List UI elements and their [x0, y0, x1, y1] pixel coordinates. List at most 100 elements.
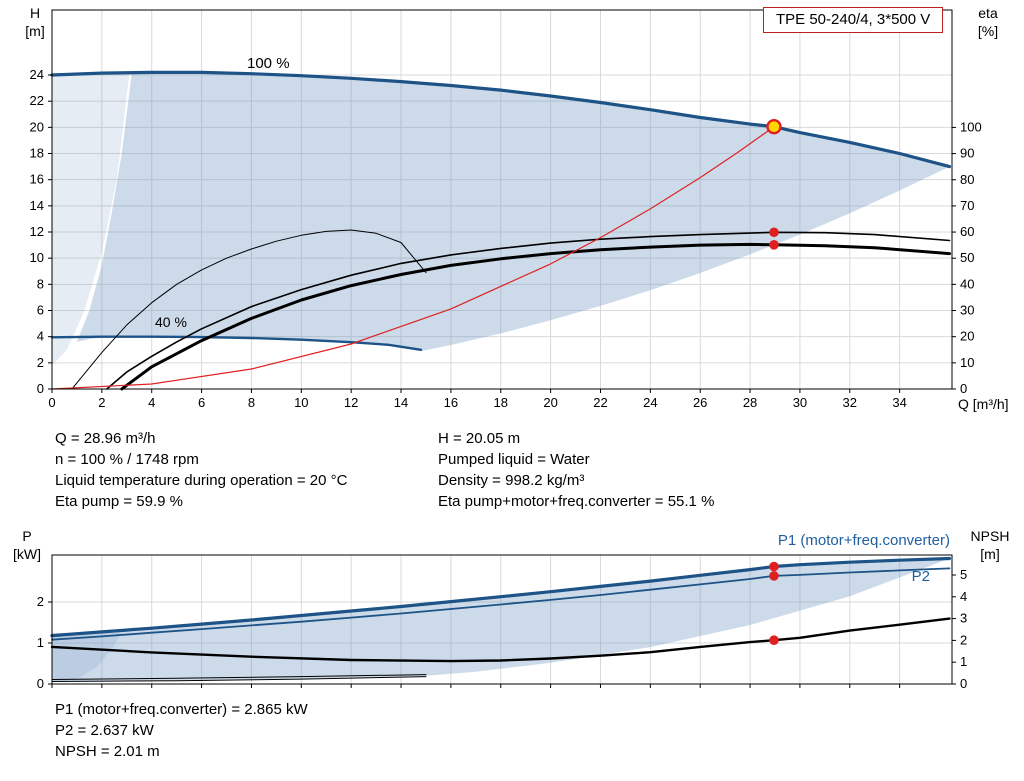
axis-quantity: NPSH — [970, 528, 1010, 544]
x-tick-label: 12 — [344, 395, 358, 410]
y2-tick-label: 40 — [960, 276, 974, 291]
info-eta-total: Eta pump+motor+freq.converter = 55.1 % — [438, 493, 715, 510]
y2-tick-label: 5 — [960, 567, 967, 582]
power-npsh-chart[interactable]: 0 1 2 0 1 2 3 4 5 P1 (motor+freq.converter) P2 — [0, 525, 1024, 695]
x-tick-label: 28 — [743, 395, 757, 410]
info-head: H = 20.05 m — [438, 430, 521, 447]
y-tick-label: 8 — [37, 276, 44, 291]
y-tick-label: 2 — [37, 594, 44, 609]
operating-info-right: H = 20.05 m Pumped liquid = Water Densit… — [438, 428, 714, 512]
y-tick-label: 22 — [30, 93, 44, 108]
power-left-axis-label: P [kW] — [4, 527, 50, 563]
axis-quantity: P — [22, 528, 32, 544]
y-tick-label: 14 — [30, 198, 44, 213]
y-tick-label: 24 — [30, 67, 44, 82]
info-eta-pump: Eta pump = 59.9 % — [55, 493, 183, 510]
y-tick-label: 12 — [30, 224, 44, 239]
y-tick-label: 0 — [37, 676, 44, 691]
operating-range-area — [52, 558, 950, 682]
y2-tick-label: 0 — [960, 381, 967, 396]
x-tick-label: 22 — [593, 395, 607, 410]
y2-tick-label: 20 — [960, 329, 974, 344]
y2-tick-label: 100 — [960, 119, 982, 134]
y-tick-label: 18 — [30, 146, 44, 161]
speed-40-curve — [50, 335, 423, 351]
duty-parabola-curve — [51, 126, 775, 390]
info-flow: Q = 28.96 m³/h — [55, 430, 156, 447]
speed-100-curve — [50, 70, 952, 169]
eta-pump-point — [769, 227, 779, 238]
result-info: P1 (motor+freq.converter) = 2.865 kW P2 … — [55, 699, 308, 762]
hq-left-axis-label: H [m] — [14, 4, 56, 40]
info-liquid: Pumped liquid = Water — [438, 451, 590, 468]
y2-tick-label: 60 — [960, 224, 974, 239]
y-tick-label: 2 — [37, 355, 44, 370]
y-tick-label: 4 — [37, 329, 44, 344]
info-temperature: Liquid temperature during operation = 20… — [55, 472, 348, 489]
y2-tick-label: 50 — [960, 250, 974, 265]
eta-small-curve — [71, 229, 427, 390]
pump-title-box: TPE 50-240/4, 3*500 V — [763, 7, 944, 33]
y2-tick-label: 2 — [960, 632, 967, 647]
x-tick-label: 6 — [198, 395, 205, 410]
x-tick-label: 4 — [148, 395, 155, 410]
x-tick-label: 14 — [394, 395, 408, 410]
axis-unit: [m] — [980, 546, 1000, 562]
p2-point — [769, 571, 779, 581]
min-power-b-curve — [51, 674, 427, 680]
x-tick-label: 8 — [248, 395, 255, 410]
duty-point[interactable] — [766, 118, 782, 135]
y2-tick-label: 1 — [960, 654, 967, 669]
y2-tick-label: 0 — [960, 676, 967, 691]
hq-x-axis-label: Q [m³/h] — [958, 396, 1009, 412]
result-p1: P1 (motor+freq.converter) = 2.865 kW — [55, 701, 308, 718]
y-tick-label: 16 — [30, 172, 44, 187]
axis-quantity: eta — [978, 5, 998, 21]
x-tick-label: 32 — [843, 395, 857, 410]
result-npsh: NPSH = 2.01 m — [55, 743, 160, 760]
low-flow-range-area — [52, 632, 122, 683]
y-tick-label: 10 — [30, 250, 44, 265]
p2-curve — [51, 567, 951, 641]
x-tick-label: 0 — [48, 395, 55, 410]
plot-border — [51, 9, 953, 390]
y2-tick-label: 10 — [960, 355, 974, 370]
x-tick-label: 34 — [892, 395, 906, 410]
x-tick-label: 2 — [98, 395, 105, 410]
speed-100-label: 100 % — [247, 55, 290, 72]
axis-quantity: H — [29, 5, 41, 21]
axis-unit: [m] — [25, 23, 45, 39]
y-tick-label: 6 — [37, 303, 44, 318]
result-p2: P2 = 2.637 kW — [55, 722, 154, 739]
x-tick-label: 18 — [494, 395, 508, 410]
low-flow-range-area — [52, 73, 130, 366]
p1-label: P1 (motor+freq.converter) — [778, 532, 950, 549]
operating-info-left: Q = 28.96 m³/h n = 100 % / 1748 rpm Liqu… — [55, 428, 347, 512]
info-density: Density = 998.2 kg/m³ — [438, 472, 585, 489]
p2-label: P2 — [912, 568, 930, 585]
x-tick-label: 20 — [543, 395, 557, 410]
x-tick-label: 30 — [793, 395, 807, 410]
x-tick-label: 24 — [643, 395, 657, 410]
npsh-right-axis-label: NPSH [m] — [960, 527, 1020, 563]
y-tick-label: 0 — [37, 381, 44, 396]
x-tick-label: 10 — [294, 395, 308, 410]
y2-tick-label: 30 — [960, 303, 974, 318]
info-speed: n = 100 % / 1748 rpm — [55, 451, 199, 468]
y2-tick-label: 90 — [960, 146, 974, 161]
hq-chart[interactable]: 0 2 4 6 8 10 12 14 16 18 20 22 24 26 28 30 32 34024681012… — [0, 0, 1024, 420]
p1-curve — [50, 556, 952, 638]
p1-point — [769, 561, 779, 572]
eta-total-point — [769, 240, 779, 250]
npsh-point — [769, 635, 779, 645]
npsh-curve — [50, 617, 951, 663]
y2-tick-label: 4 — [960, 589, 967, 604]
plot-border — [51, 554, 953, 685]
operating-range-area — [76, 72, 950, 352]
axis-unit: [kW] — [13, 546, 41, 562]
y-tick-label: 1 — [37, 635, 44, 650]
axis-unit: [%] — [977, 23, 999, 39]
y2-tick-label: 80 — [960, 172, 974, 187]
hq-right-axis-label: eta [%] — [964, 4, 1012, 40]
